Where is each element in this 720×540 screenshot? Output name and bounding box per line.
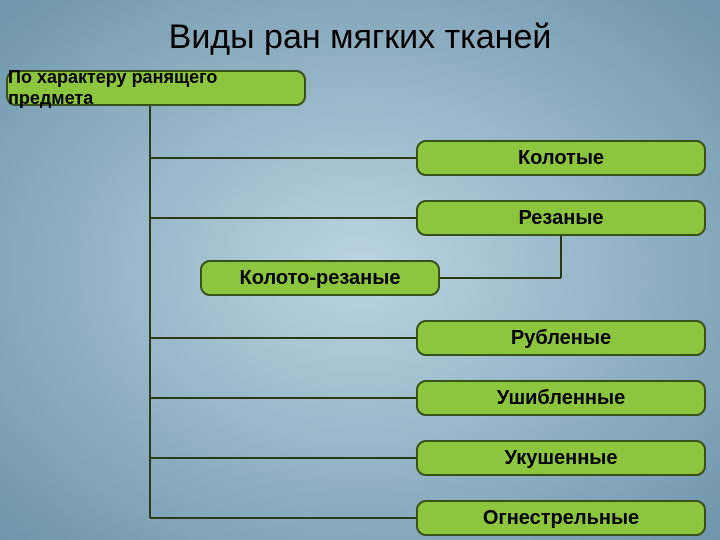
diagram-stage: Виды ран мягких тканей По характеру раня…	[0, 0, 720, 540]
node-rezanye: Резаные	[416, 200, 706, 236]
node-ushiblennye: Ушибленные	[416, 380, 706, 416]
page-title: Виды ран мягких тканей	[0, 18, 720, 57]
node-root: По характеру ранящего предмета	[6, 70, 306, 106]
node-rublenye: Рубленые	[416, 320, 706, 356]
node-koloto: Колото-резаные	[200, 260, 440, 296]
node-ognestrelnye: Огнестрельные	[416, 500, 706, 536]
node-ukushennye: Укушенные	[416, 440, 706, 476]
node-kolotye: Колотые	[416, 140, 706, 176]
